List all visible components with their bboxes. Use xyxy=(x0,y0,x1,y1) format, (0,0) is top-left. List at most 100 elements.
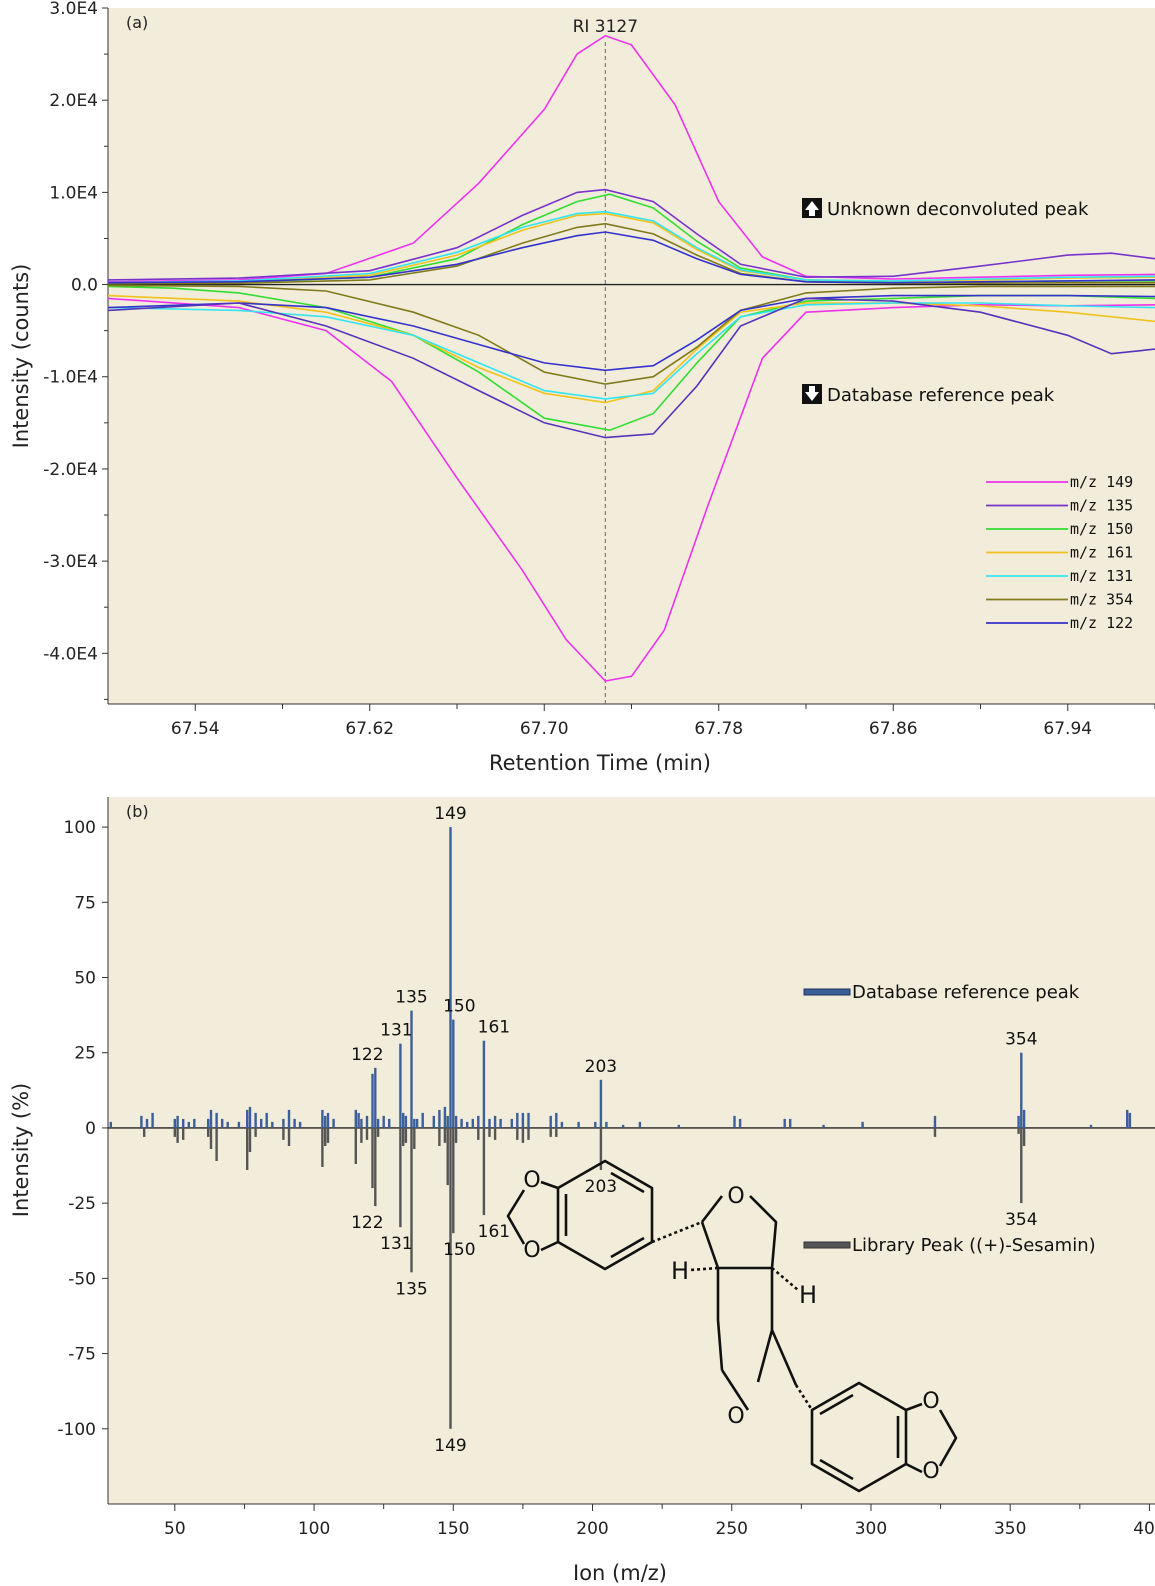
bar-lower-mz-161 xyxy=(482,1127,486,1216)
bar-lower-mz-51 xyxy=(176,1127,179,1143)
dioxole-right xyxy=(905,1402,958,1474)
peak-label-lower-135: 135 xyxy=(395,1279,427,1299)
peak-label-lower-122: 122 xyxy=(351,1213,383,1233)
atom-h-2: H xyxy=(799,1281,817,1309)
bar-upper-mz-153 xyxy=(460,1118,463,1128)
bar-lower-mz-104 xyxy=(324,1127,327,1146)
bar-lower-mz-89 xyxy=(282,1127,285,1140)
bar-upper-mz-201 xyxy=(594,1121,597,1128)
panel-a-x-tick-label: 67.62 xyxy=(345,719,394,739)
bar-upper-mz-125 xyxy=(382,1115,385,1128)
bar-upper-mz-269 xyxy=(783,1118,786,1128)
bar-upper-mz-40 xyxy=(145,1118,149,1128)
bar-upper-mz-354 xyxy=(1020,1052,1023,1128)
bar-upper-mz-127 xyxy=(388,1118,391,1128)
panel-a-y-tick-label: -4.0E4 xyxy=(43,644,98,664)
panel-b-y-tick-label: 25 xyxy=(74,1044,96,1064)
bar-lower-mz-135 xyxy=(410,1127,413,1273)
bar-upper-mz-159 xyxy=(477,1115,480,1128)
bar-upper-mz-297 xyxy=(861,1121,864,1128)
bar-lower-mz-147 xyxy=(443,1127,447,1143)
bar-upper-mz-231 xyxy=(677,1124,680,1128)
panel-b-y-tick-label: -50 xyxy=(68,1269,96,1289)
peak-label-lower-149: 149 xyxy=(434,1436,466,1456)
bar-upper-mz-161 xyxy=(482,1040,486,1128)
bar-lower-mz-103 xyxy=(321,1127,324,1167)
bar-upper-mz-50 xyxy=(173,1118,176,1128)
bar-upper-mz-119 xyxy=(365,1115,369,1128)
series-line-m-z-354-lower xyxy=(107,284,1155,385)
panel-b-x-tick-label: 200 xyxy=(576,1519,608,1539)
bar-upper-mz-131 xyxy=(399,1043,402,1128)
panel-a-x-tick-label: 67.70 xyxy=(520,719,569,739)
bar-upper-mz-151 xyxy=(454,1115,458,1128)
panel-b-y-tick-label: -75 xyxy=(68,1345,96,1365)
bar-upper-mz-163 xyxy=(488,1118,491,1128)
bar-lower-mz-177 xyxy=(527,1127,530,1140)
panel-b-y-tick-label: 75 xyxy=(74,893,96,913)
bar-upper-mz-117 xyxy=(360,1118,363,1128)
bar-upper-mz-133 xyxy=(404,1115,408,1128)
peak-label-lower-150: 150 xyxy=(443,1240,475,1260)
bar-upper-mz-91 xyxy=(287,1109,291,1128)
peak-label-upper-135: 135 xyxy=(395,988,427,1008)
bar-upper-mz-187 xyxy=(555,1112,558,1128)
bar-upper-mz-116 xyxy=(357,1112,360,1128)
aryl-link-right xyxy=(794,1384,814,1411)
bar-upper-mz-283 xyxy=(822,1124,825,1128)
legend-label-m-z-161: m/z 161 xyxy=(1070,544,1133,562)
bar-upper-mz-203 xyxy=(599,1079,603,1128)
bar-upper-mz-83 xyxy=(265,1112,268,1128)
bar-upper-mz-89 xyxy=(282,1118,285,1128)
series-line-m-z-149-upper xyxy=(107,34,1155,283)
bar-lower-mz-148 xyxy=(446,1127,449,1186)
panel-b-label: (b) xyxy=(126,802,149,821)
legend-label-m-z-149: m/z 149 xyxy=(1070,473,1133,491)
bar-upper-mz-185 xyxy=(549,1115,552,1128)
bar-upper-mz-195 xyxy=(577,1121,580,1128)
series-line-m-z-122-upper xyxy=(107,231,1155,284)
bar-lower-mz-187 xyxy=(555,1127,558,1137)
bar-lower-mz-323 xyxy=(933,1127,937,1137)
peak-label-upper-161: 161 xyxy=(478,1018,510,1038)
sesamin-structure xyxy=(506,1159,958,1493)
bar-upper-mz-122 xyxy=(374,1067,377,1128)
panel-a-y-tick-label: 0.0 xyxy=(71,276,98,296)
legend-label-database: Database reference peak xyxy=(852,982,1080,1003)
peak-label-upper-122: 122 xyxy=(351,1045,383,1065)
legend-swatch-database xyxy=(803,988,851,996)
bar-upper-mz-77 xyxy=(248,1106,252,1128)
bar-upper-mz-63 xyxy=(209,1109,213,1128)
bar-upper-mz-107 xyxy=(332,1118,335,1128)
panel-b-y-axis-title: Intensity (%) xyxy=(9,1083,33,1217)
bar-upper-mz-157 xyxy=(471,1118,474,1128)
bar-lower-mz-353 xyxy=(1017,1127,1020,1134)
panel-a-series xyxy=(107,34,1155,682)
bar-lower-mz-185 xyxy=(549,1127,552,1137)
bar-upper-mz-51 xyxy=(176,1115,179,1128)
bar-upper-mz-175 xyxy=(521,1112,525,1128)
panel-b-plot-area xyxy=(108,797,1155,1504)
legend-label-m-z-122: m/z 122 xyxy=(1070,614,1133,632)
series-line-m-z-149-lower xyxy=(107,297,1155,682)
bar-upper-mz-145 xyxy=(438,1109,441,1128)
bar-lower-mz-132 xyxy=(402,1127,405,1146)
bar-upper-mz-167 xyxy=(499,1118,502,1128)
series-line-m-z-354-upper xyxy=(107,222,1155,285)
bar-lower-mz-62 xyxy=(207,1127,210,1137)
bar-upper-mz-271 xyxy=(789,1118,792,1128)
legend-label-m-z-354: m/z 354 xyxy=(1070,591,1133,609)
bar-upper-mz-81 xyxy=(260,1118,263,1128)
bar-upper-mz-379 xyxy=(1089,1124,1093,1128)
bar-upper-mz-147 xyxy=(443,1106,447,1128)
bar-lower-mz-65 xyxy=(215,1127,218,1161)
panel-b-x-tick-label: 100 xyxy=(298,1519,330,1539)
bar-upper-mz-251 xyxy=(733,1115,736,1128)
legend-item-library: Library Peak ((+)-Sesamin) xyxy=(803,1235,1096,1256)
bar-lower-mz-91 xyxy=(287,1127,291,1146)
atom-o-5: O xyxy=(922,1389,939,1414)
bar-lower-mz-175 xyxy=(521,1127,525,1143)
bar-upper-mz-148 xyxy=(446,1115,449,1128)
bar-lower-mz-354 xyxy=(1020,1127,1023,1204)
peak-label-lower-131: 131 xyxy=(380,1234,412,1254)
